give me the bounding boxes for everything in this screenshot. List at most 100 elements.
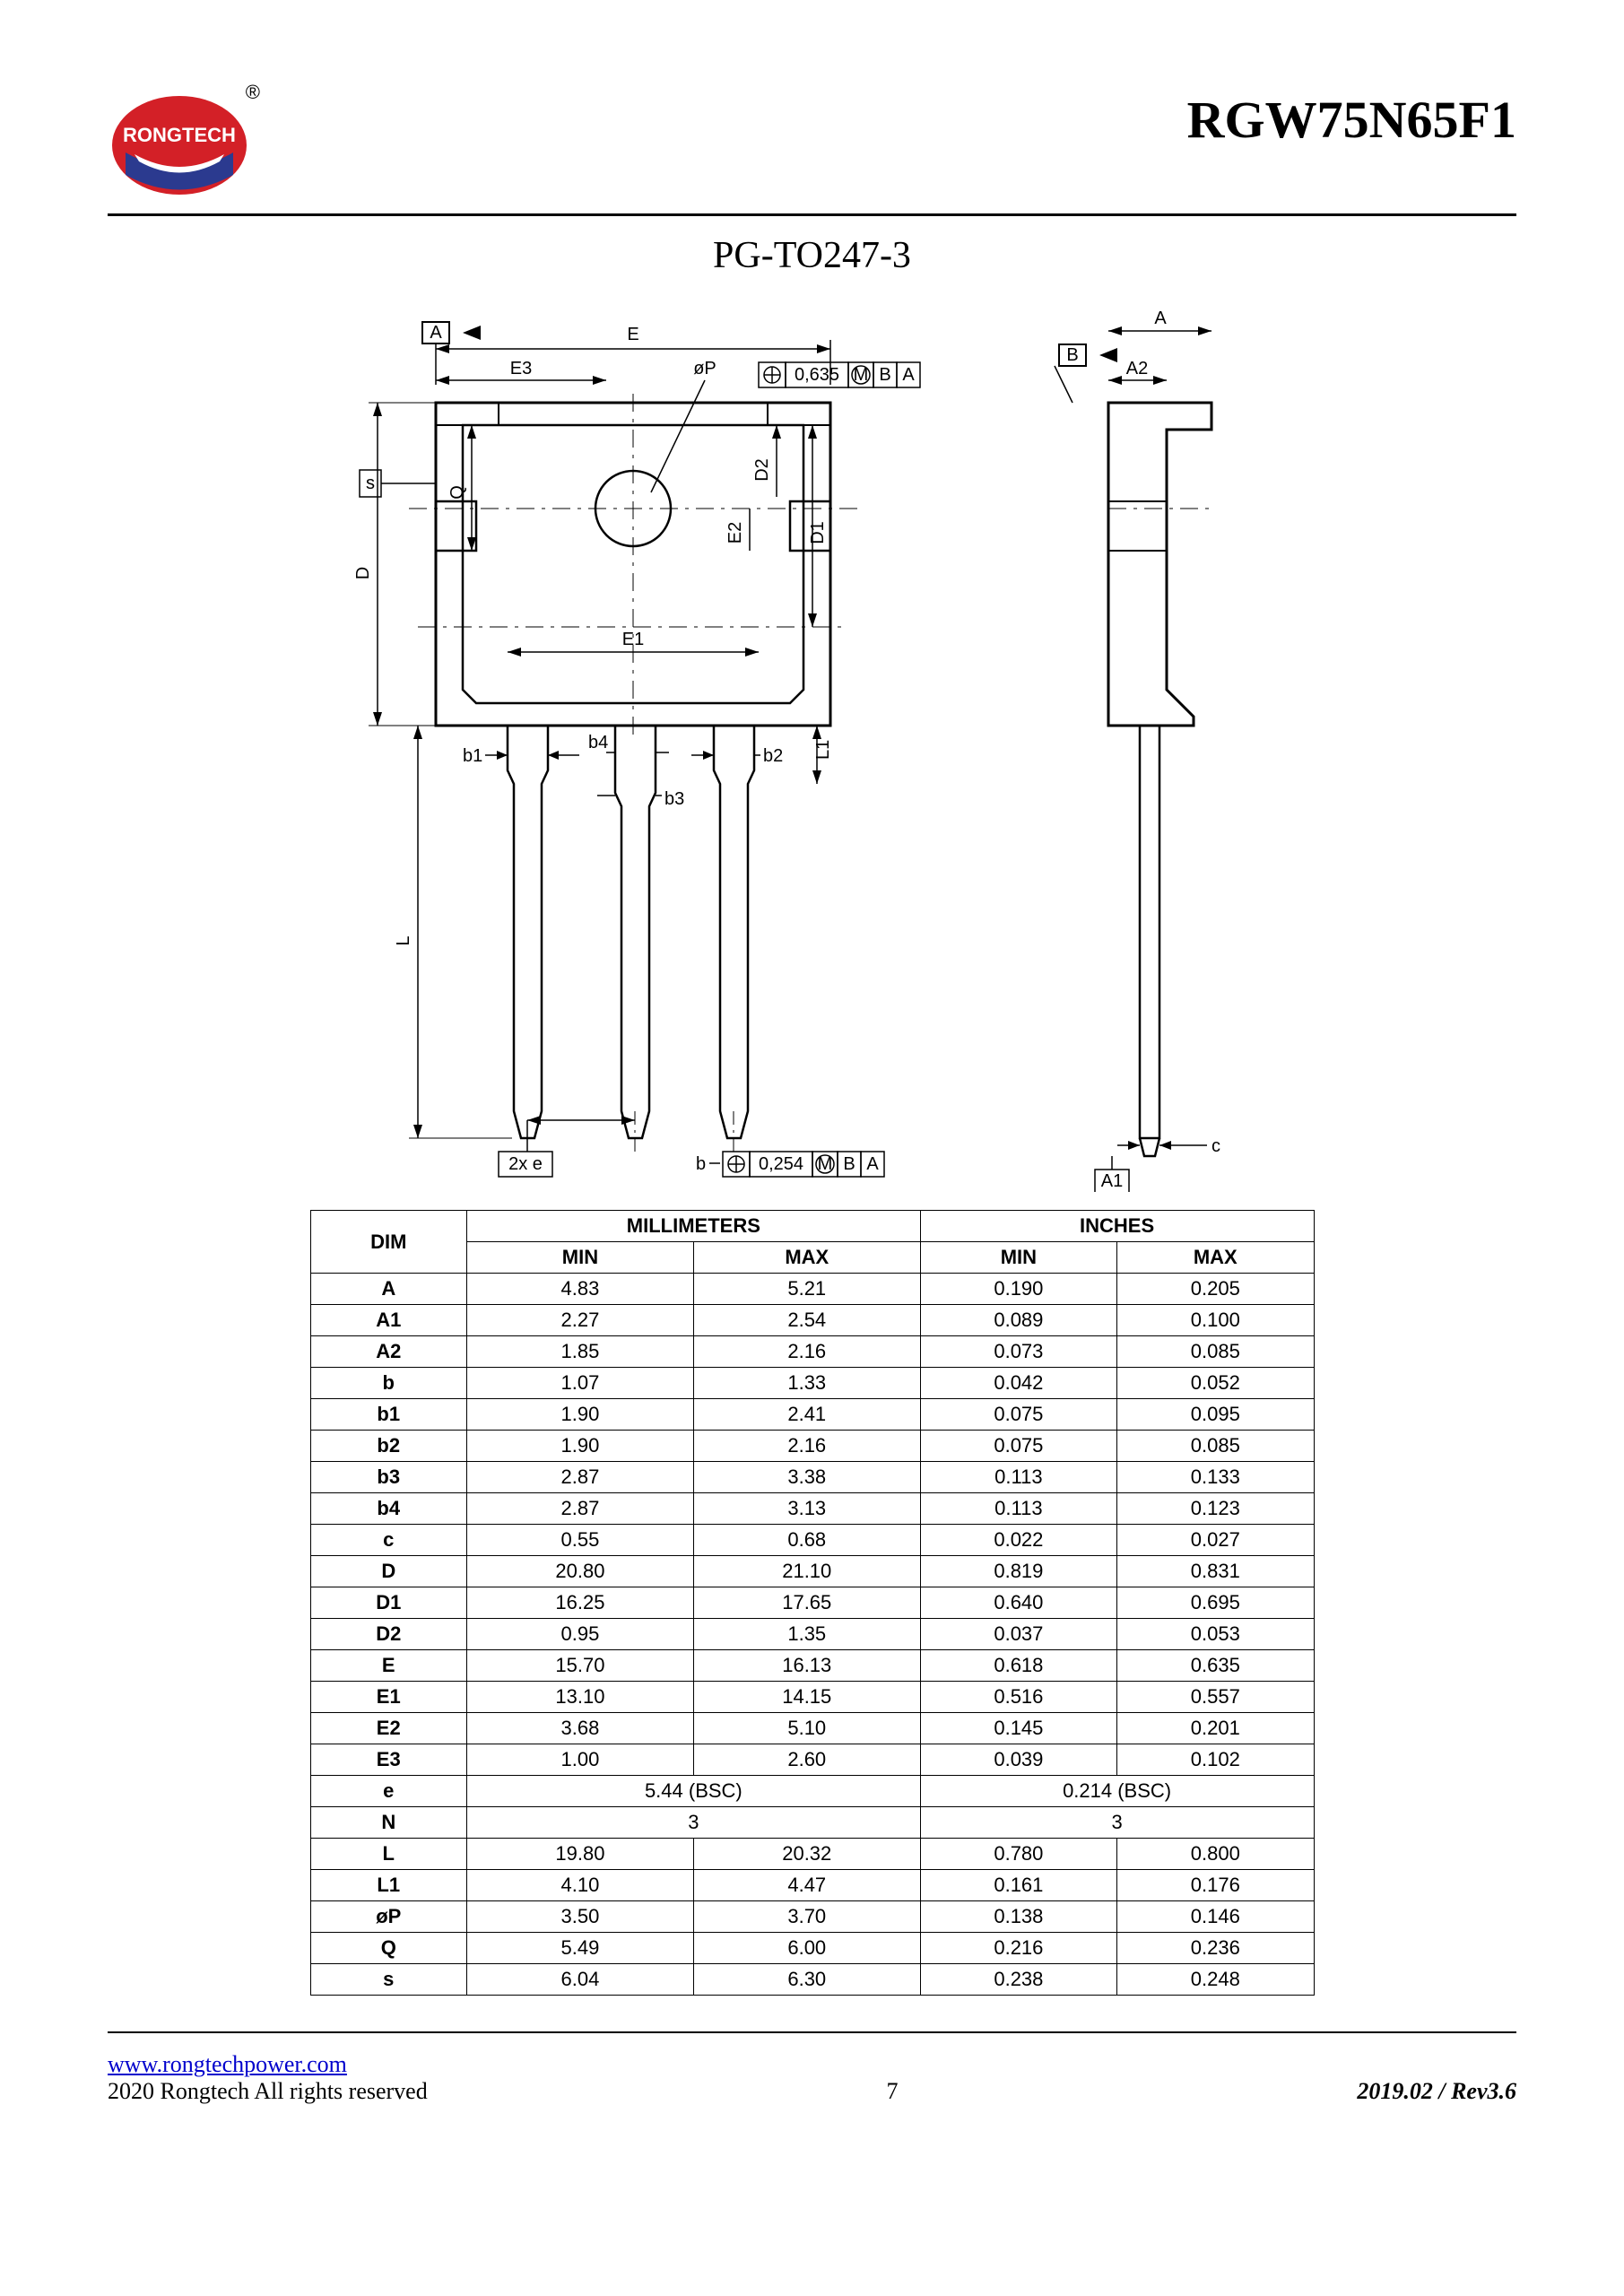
col-mm-min: MIN: [467, 1242, 694, 1274]
cell-dim: E1: [310, 1682, 467, 1713]
cell-in_min: 0.516: [920, 1682, 1116, 1713]
cell-mm_min: 1.85: [467, 1336, 694, 1368]
svg-text:A: A: [430, 323, 442, 343]
cell-mm_max: 3.38: [693, 1462, 920, 1493]
cell-mm_min: 4.83: [467, 1274, 694, 1305]
cell-dim: L1: [310, 1870, 467, 1901]
cell-in_max: 0.100: [1117, 1305, 1314, 1336]
cell-in_max: 0.248: [1117, 1964, 1314, 1996]
svg-text:A: A: [1154, 309, 1167, 328]
cell-in_min: 0.819: [920, 1556, 1116, 1587]
cell-in_min: 0.618: [920, 1650, 1116, 1682]
package-title: PG-TO247-3: [108, 234, 1516, 277]
cell-mm_min: 16.25: [467, 1587, 694, 1619]
col-dim: DIM: [310, 1211, 467, 1274]
cell-mm_min: 6.04: [467, 1964, 694, 1996]
cell-mm_max: 14.15: [693, 1682, 920, 1713]
cell-mm_max: 2.41: [693, 1399, 920, 1431]
cell-in_min: 0.145: [920, 1713, 1116, 1744]
footer-rule: [108, 2031, 1516, 2042]
cell-dim: A2: [310, 1336, 467, 1368]
table-row: E31.002.600.0390.102: [310, 1744, 1314, 1776]
cell-mm_min: 13.10: [467, 1682, 694, 1713]
cell-mm_min: 15.70: [467, 1650, 694, 1682]
col-mm-max: MAX: [693, 1242, 920, 1274]
table-row: e5.44 (BSC)0.214 (BSC): [310, 1776, 1314, 1807]
svg-text:A: A: [866, 1154, 879, 1174]
cell-mm_min: 1.90: [467, 1431, 694, 1462]
cell-dim: A1: [310, 1305, 467, 1336]
cell-in_max: 0.123: [1117, 1493, 1314, 1525]
svg-text:0,635: 0,635: [794, 365, 838, 385]
cell-in_min: 0.113: [920, 1493, 1116, 1525]
table-row: øP3.503.700.1380.146: [310, 1901, 1314, 1933]
table-row: E113.1014.150.5160.557: [310, 1682, 1314, 1713]
cell-in_max: 0.027: [1117, 1525, 1314, 1556]
cell-dim: D2: [310, 1619, 467, 1650]
svg-text:E3: E3: [509, 359, 531, 378]
svg-text:b4: b4: [588, 733, 608, 752]
table-row: E23.685.100.1450.201: [310, 1713, 1314, 1744]
cell-in_max: 0.695: [1117, 1587, 1314, 1619]
col-in-max: MAX: [1117, 1242, 1314, 1274]
svg-text:L1: L1: [813, 740, 833, 760]
dimension-table: DIM MILLIMETERS INCHES MIN MAX MIN MAX A…: [310, 1210, 1315, 1996]
cell-dim: b1: [310, 1399, 467, 1431]
cell-dim: A: [310, 1274, 467, 1305]
svg-text:2x e: 2x e: [508, 1154, 543, 1174]
cell-dim: D1: [310, 1587, 467, 1619]
cell-dim: N: [310, 1807, 467, 1839]
table-row: A12.272.540.0890.100: [310, 1305, 1314, 1336]
table-row: c0.550.680.0220.027: [310, 1525, 1314, 1556]
cell-in_min: 0.238: [920, 1964, 1116, 1996]
svg-text:A1: A1: [1100, 1171, 1122, 1191]
table-row: D116.2517.650.6400.695: [310, 1587, 1314, 1619]
table-row: A4.835.210.1900.205: [310, 1274, 1314, 1305]
cell-in_max: 0.205: [1117, 1274, 1314, 1305]
cell-mm_max: 2.60: [693, 1744, 920, 1776]
cell-mm_max: 2.54: [693, 1305, 920, 1336]
table-row: N33: [310, 1807, 1314, 1839]
table-row: s6.046.300.2380.248: [310, 1964, 1314, 1996]
svg-text:A: A: [902, 365, 915, 385]
cell-in_max: 0.635: [1117, 1650, 1314, 1682]
cell-mm_min: 3.50: [467, 1901, 694, 1933]
table-row: D20.8021.100.8190.831: [310, 1556, 1314, 1587]
cell-dim: e: [310, 1776, 467, 1807]
svg-text:M: M: [817, 1154, 832, 1174]
cell-mm_min: 19.80: [467, 1839, 694, 1870]
cell-in_min: 0.075: [920, 1431, 1116, 1462]
cell-in_max: 0.102: [1117, 1744, 1314, 1776]
cell-dim: c: [310, 1525, 467, 1556]
table-row: A21.852.160.0730.085: [310, 1336, 1314, 1368]
svg-text:b1: b1: [463, 746, 482, 766]
table-row: Q5.496.000.2160.236: [310, 1933, 1314, 1964]
svg-text:øP: øP: [693, 359, 716, 378]
col-in: INCHES: [920, 1211, 1314, 1242]
footer-url[interactable]: www.rongtechpower.com: [108, 2051, 347, 2077]
page-footer: www.rongtechpower.com 2020 Rongtech All …: [108, 2051, 1516, 2105]
cell-mm_min: 1.00: [467, 1744, 694, 1776]
cell-mm_max: 1.35: [693, 1619, 920, 1650]
cell-in_max: 0.133: [1117, 1462, 1314, 1493]
cell-in_max: 0.176: [1117, 1870, 1314, 1901]
cell-mm_min: 2.87: [467, 1462, 694, 1493]
cell-mm_max: 21.10: [693, 1556, 920, 1587]
col-mm: MILLIMETERS: [467, 1211, 921, 1242]
svg-text:D: D: [353, 567, 373, 579]
cell-in_min: 0.089: [920, 1305, 1116, 1336]
cell-in-span: 3: [920, 1807, 1314, 1839]
svg-text:L: L: [394, 935, 413, 945]
cell-mm_min: 3.68: [467, 1713, 694, 1744]
svg-text:B: B: [1066, 345, 1078, 365]
footer-page-number: 7: [428, 2078, 1358, 2105]
cell-mm_max: 4.47: [693, 1870, 920, 1901]
part-number: RGW75N65F1: [1187, 90, 1516, 150]
cell-in_min: 0.161: [920, 1870, 1116, 1901]
table-row: L14.104.470.1610.176: [310, 1870, 1314, 1901]
company-logo: RONGTECH ®: [108, 90, 260, 206]
datasheet-page: RONGTECH ® RGW75N65F1 PG-TO247-3 A E E3: [0, 0, 1624, 2296]
cell-in-span: 0.214 (BSC): [920, 1776, 1314, 1807]
cell-in_min: 0.640: [920, 1587, 1116, 1619]
svg-text:b3: b3: [664, 789, 684, 809]
